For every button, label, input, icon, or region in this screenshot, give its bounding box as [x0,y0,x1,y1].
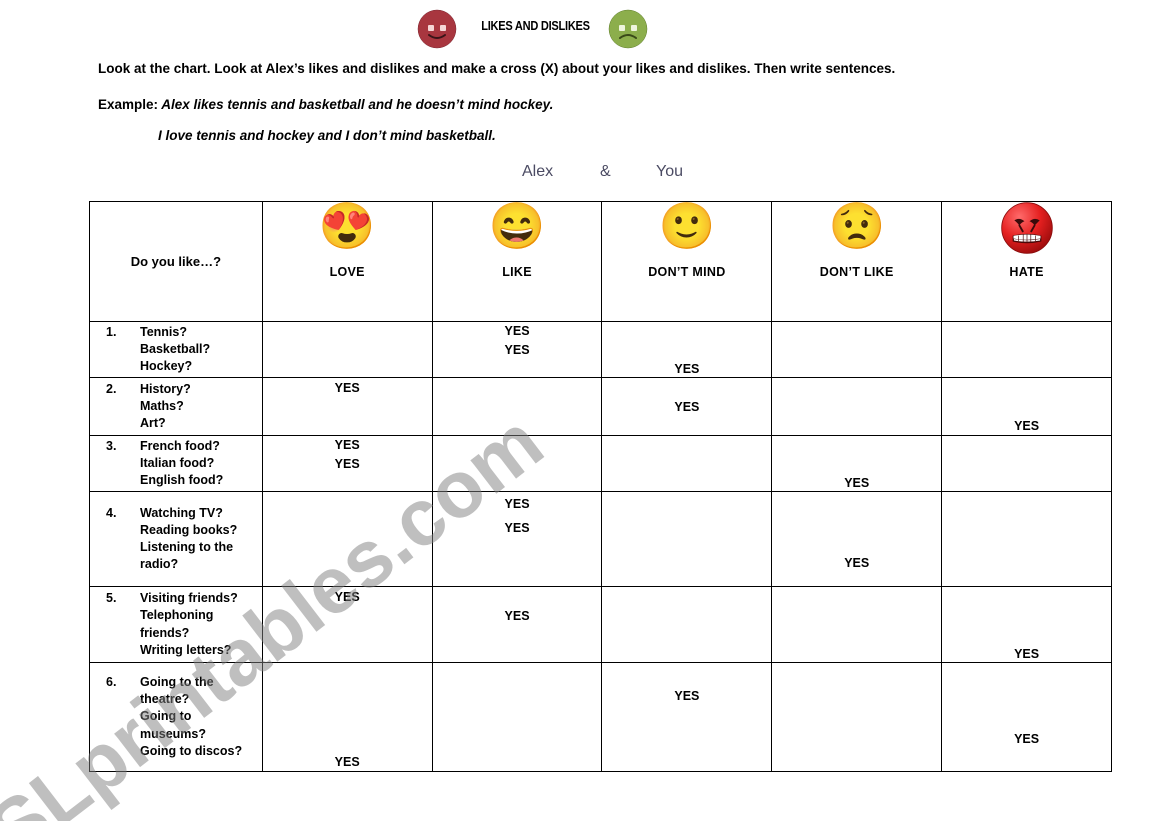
svg-text:😄: 😄 [490,201,544,252]
svg-text:😍: 😍 [320,201,374,252]
svg-text:😟: 😟 [830,201,884,252]
svg-text:🙂: 🙂 [660,201,714,252]
